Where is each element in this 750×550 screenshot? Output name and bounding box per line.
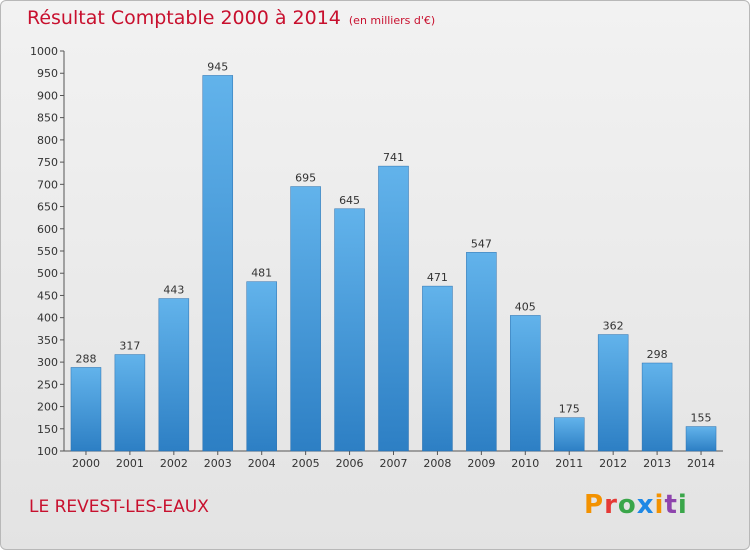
chart-title: Résultat Comptable 2000 à 2014 (en millie… (27, 7, 435, 29)
data-label-2000: 288 (75, 352, 96, 365)
data-label-2007: 741 (383, 151, 404, 164)
x-tick-label-2012: 2012 (599, 457, 627, 470)
logo-letter: i (654, 490, 665, 520)
y-tick-label: 250 (37, 378, 58, 391)
bar-2011 (553, 417, 585, 452)
x-tick-label-2008: 2008 (423, 457, 451, 470)
y-tick-label: 450 (37, 289, 58, 302)
data-label-2004: 481 (251, 267, 272, 280)
chart-title-text: Résultat Comptable 2000 à 2014 (27, 7, 341, 29)
data-label-2013: 298 (647, 348, 668, 361)
data-label-2012: 362 (603, 320, 624, 333)
y-tick-label: 200 (37, 401, 58, 414)
commune-name: LE REVEST-LES-EAUX (29, 497, 209, 517)
bar-2003 (202, 75, 234, 452)
data-label-2010: 405 (515, 300, 536, 313)
bar-2010 (510, 315, 541, 452)
x-tick-label-2005: 2005 (292, 457, 320, 470)
data-label-2008: 471 (427, 271, 448, 284)
y-tick-label: 950 (37, 67, 58, 80)
logo-letter: t (664, 490, 678, 520)
bar-2013 (641, 362, 673, 452)
bar-2006 (334, 208, 365, 452)
bars: 288 317 443 945 481 695 645 741 471 547 405 175 362 2… (70, 60, 717, 452)
y-tick-label: 750 (37, 156, 58, 169)
data-label-2014: 155 (691, 412, 712, 425)
x-tick-label-2004: 2004 (248, 457, 276, 470)
y-tick-label: 700 (37, 178, 58, 191)
y-tick-label: 350 (37, 334, 58, 347)
bar-2005 (290, 186, 321, 452)
data-label-2001: 317 (119, 340, 140, 353)
y-tick-label: 1000 (30, 45, 58, 58)
x-tick-label-2003: 2003 (204, 457, 232, 470)
data-label-2005: 695 (295, 172, 316, 185)
x-tick-label-2014: 2014 (687, 457, 715, 470)
x-tick-label-2009: 2009 (467, 457, 495, 470)
data-label-2006: 645 (339, 194, 360, 207)
logo-letter: o (617, 490, 637, 520)
y-tick-label: 400 (37, 312, 58, 325)
y-tick-label: 500 (37, 267, 58, 280)
logo-letter: r (604, 490, 618, 520)
data-label-2003: 945 (207, 60, 228, 73)
data-label-2009: 547 (471, 237, 492, 250)
bar-2014 (685, 426, 717, 452)
x-tick-label-2006: 2006 (336, 457, 364, 470)
y-tick-label: 650 (37, 201, 58, 214)
bar-2012 (597, 334, 629, 452)
bar-2008 (422, 285, 453, 452)
x-tick-label-2007: 2007 (380, 457, 408, 470)
bar-2000 (70, 367, 102, 452)
y-tick-label: 900 (37, 89, 58, 102)
logo-letter: x (636, 490, 655, 520)
y-tick-label: 100 (37, 445, 58, 458)
x-tick-label-2010: 2010 (511, 457, 539, 470)
bar-2001 (114, 354, 146, 452)
bar-2002 (158, 298, 190, 452)
x-tick-label-2001: 2001 (116, 457, 144, 470)
y-tick-label: 800 (37, 134, 58, 147)
logo-letter: i (677, 490, 688, 520)
y-tick-label: 300 (37, 356, 58, 369)
proxiti-logo: Proxiti (584, 490, 688, 520)
chart-unit: (en milliers d'€) (348, 14, 436, 27)
x-tick-label-2002: 2002 (160, 457, 188, 470)
x-tick-label-2011: 2011 (555, 457, 583, 470)
bar-2007 (378, 165, 409, 452)
y-tick-label: 550 (37, 245, 58, 258)
y-tick-label: 150 (37, 423, 58, 436)
logo-letter: P (584, 490, 605, 520)
data-label-2011: 175 (559, 403, 580, 416)
y-tick-label: 850 (37, 112, 58, 125)
bar-2004 (246, 281, 277, 452)
x-tick-label-2013: 2013 (643, 457, 671, 470)
bar-2009 (466, 252, 497, 452)
x-tick-label-2000: 2000 (72, 457, 100, 470)
data-label-2002: 443 (163, 284, 184, 297)
y-tick-label: 600 (37, 223, 58, 236)
